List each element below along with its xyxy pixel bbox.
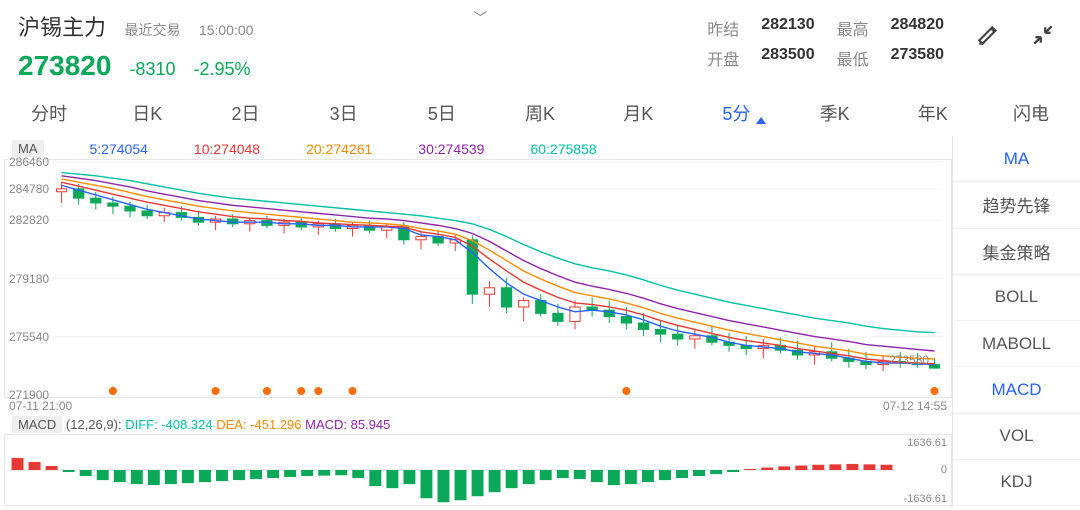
price-row: 273820 -8310 -2.95% xyxy=(18,50,253,82)
header: 沪锡主力 最近交易 15:00:00 273820 -8310 -2.95% ﹀… xyxy=(0,0,1080,82)
tab-3[interactable]: 3日 xyxy=(295,100,393,126)
stat-prev-close: 282130 xyxy=(761,16,814,40)
svg-text:273580: 273580 xyxy=(889,353,929,367)
indicator-VOL[interactable]: VOL xyxy=(953,414,1080,460)
collapse-icon[interactable] xyxy=(1030,22,1056,48)
price-change-pct: -2.95% xyxy=(193,59,250,80)
y-tick: 279180 xyxy=(9,272,49,286)
indicator-集金策略[interactable]: 集金策略 xyxy=(953,229,1080,275)
ma-legend-item: 30:274539 xyxy=(418,141,484,157)
last-price: 273820 xyxy=(18,50,111,82)
price-change: -8310 xyxy=(129,59,175,80)
header-icons xyxy=(944,10,1062,48)
edit-icon[interactable] xyxy=(976,22,1002,48)
macd-y-tick: 1636.61 xyxy=(907,437,947,449)
body: MA 5:274054 10:274048 20:274261 30:274539 60… xyxy=(0,136,1080,506)
stat-low-lbl: 最低 xyxy=(837,46,869,70)
tab-10[interactable]: 闪电 xyxy=(982,100,1080,126)
macd-legend: MACD (12,26,9): DIFF: -408.324 DEA: -451… xyxy=(4,414,952,434)
macd-tag: MACD xyxy=(12,416,62,433)
ma-legend-item: 5:274054 xyxy=(90,141,148,157)
stat-low: 273580 xyxy=(891,46,944,70)
tab-5[interactable]: 周K xyxy=(491,100,589,126)
indicator-KDJ[interactable]: KDJ xyxy=(953,460,1080,506)
last-trade-label: 最近交易 xyxy=(124,22,180,38)
tab-8[interactable]: 季K xyxy=(786,100,884,126)
y-tick: 275540 xyxy=(9,330,49,344)
ma-legend-item: 10:274048 xyxy=(194,141,260,157)
indicator-趋势先锋[interactable]: 趋势先锋 xyxy=(953,182,1080,228)
ma-legend-item: 20:274261 xyxy=(306,141,372,157)
last-trade-time: 15:00:00 xyxy=(199,22,254,38)
x-start: 07-11 21:00 xyxy=(9,399,72,413)
indicator-MACD[interactable]: MACD xyxy=(953,367,1080,413)
macd-legend-item: DIFF: -408.324 xyxy=(125,417,216,432)
ma-legend-item: 60:275858 xyxy=(530,141,596,157)
timeframe-tabs: 分时日K2日3日5日周K月K5分季K年K闪电 xyxy=(0,82,1080,136)
stat-high: 284820 xyxy=(891,16,944,40)
macd-chart[interactable]: 1636.61 0 -1636.61 xyxy=(4,434,952,506)
macd-legend-item: DEA: -451.296 xyxy=(216,417,305,432)
tab-7[interactable]: 5分 xyxy=(687,100,785,126)
stat-open: 283500 xyxy=(761,46,814,70)
indicator-MABOLL[interactable]: MABOLL xyxy=(953,321,1080,367)
chevron-down-icon[interactable]: ﹀ xyxy=(473,8,487,28)
macd-y-tick: 0 xyxy=(941,464,947,476)
indicator-sidebar: MA趋势先锋集金策略BOLLMABOLLMACDVOLKDJ xyxy=(952,136,1080,506)
macd-y-tick: -1636.61 xyxy=(904,493,947,505)
stat-open-lbl: 开盘 xyxy=(707,46,739,70)
ma-legend: MA 5:27405410:27404820:27426130:27453960… xyxy=(4,136,952,159)
y-tick: 282820 xyxy=(9,213,49,227)
chart-column: MA 5:27405410:27404820:27426130:27453960… xyxy=(0,136,952,506)
indicator-MA[interactable]: MA xyxy=(953,136,1080,182)
y-tick: 286460 xyxy=(9,155,49,169)
macd-params: (12,26,9): xyxy=(66,417,122,432)
tab-0[interactable]: 分时 xyxy=(0,100,98,126)
macd-legend-item: MACD: 85.945 xyxy=(305,417,390,432)
header-stats: 昨结 282130 最高 284820 开盘 283500 最低 273580 xyxy=(707,10,944,70)
price-chart[interactable]: 2735802864602847802828202791802755402719… xyxy=(4,159,952,398)
stat-prev-close-lbl: 昨结 xyxy=(707,16,739,40)
header-left: 沪锡主力 最近交易 15:00:00 273820 -8310 -2.95% xyxy=(18,10,253,82)
instrument-title: 沪锡主力 xyxy=(18,10,106,42)
y-tick: 284780 xyxy=(9,182,49,196)
tab-9[interactable]: 年K xyxy=(884,100,982,126)
indicator-BOLL[interactable]: BOLL xyxy=(953,275,1080,321)
tab-4[interactable]: 5日 xyxy=(393,100,491,126)
x-end: 07-12 14:55 xyxy=(883,399,947,413)
tab-6[interactable]: 月K xyxy=(589,100,687,126)
stat-high-lbl: 最高 xyxy=(837,16,869,40)
tab-1[interactable]: 日K xyxy=(98,100,196,126)
tab-2[interactable]: 2日 xyxy=(196,100,294,126)
